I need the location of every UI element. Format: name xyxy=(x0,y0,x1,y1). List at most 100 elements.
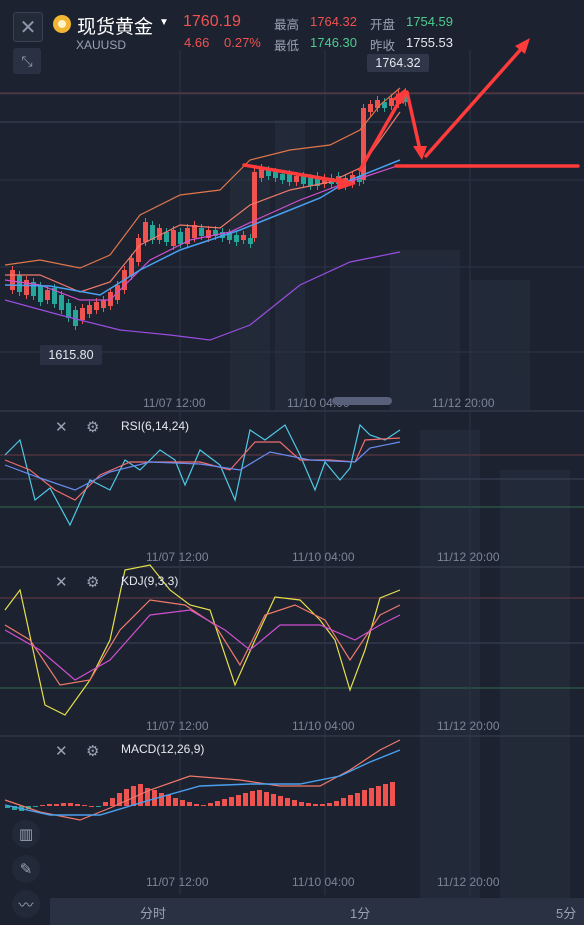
price-change-percent: 0.27% xyxy=(224,35,261,50)
candle-body xyxy=(389,98,394,106)
rsi-close-button[interactable]: ✕ xyxy=(55,418,68,436)
rsi24-line xyxy=(4,441,401,491)
main-indicator-lines xyxy=(4,87,401,341)
candle-body xyxy=(199,228,204,236)
macd-bar xyxy=(369,788,374,806)
macd-bar xyxy=(68,803,73,806)
candle-body xyxy=(375,100,380,108)
macd-bar xyxy=(376,786,381,806)
time-tick: 11/12 20:00 xyxy=(437,719,500,733)
time-tick: 11/07 12:00 xyxy=(146,875,209,889)
macd-bar xyxy=(159,793,164,806)
candle-body xyxy=(252,172,257,238)
macd-bar xyxy=(264,792,269,806)
candle-body xyxy=(259,168,264,178)
macd-settings-button[interactable]: ⚙ xyxy=(86,742,99,760)
macd-bar xyxy=(166,795,171,806)
pen-tool-button[interactable]: ✎ xyxy=(12,855,40,883)
candle-body xyxy=(213,230,218,236)
macd-bar xyxy=(12,806,17,810)
macd-bar xyxy=(54,804,59,806)
candle-body xyxy=(301,176,306,184)
price-change: 4.66 xyxy=(184,35,210,50)
bollinger-lower-line xyxy=(4,251,401,341)
candle-body xyxy=(38,286,43,302)
candle-body xyxy=(322,178,327,184)
high-label: 最高 xyxy=(274,18,300,32)
candle-body xyxy=(52,288,57,304)
candle-body xyxy=(178,232,183,244)
candle-body xyxy=(361,108,366,180)
timeframe-tab[interactable]: 分时 xyxy=(140,906,167,921)
candle-body xyxy=(10,270,15,290)
macd-bar xyxy=(222,799,227,806)
rsi-settings-button[interactable]: ⚙ xyxy=(86,418,99,436)
time-tick: 11/12 20:00 xyxy=(437,875,500,889)
macd-bar xyxy=(89,806,94,807)
candle-body xyxy=(403,92,408,102)
time-tick: 11/07 12:00 xyxy=(146,719,209,733)
instrument-title[interactable]: 现货黄金 xyxy=(77,17,154,38)
macd-bar xyxy=(5,806,10,808)
macd-bar xyxy=(152,790,157,806)
max-price-tag: 1764.32 xyxy=(367,54,429,72)
time-tick: 11/10 04:00 xyxy=(292,550,355,564)
macd-bar xyxy=(180,800,185,806)
rsi-lines xyxy=(4,423,401,527)
chevron-down-icon[interactable]: ▼ xyxy=(159,17,169,28)
candle-tool-button[interactable]: ▥ xyxy=(12,820,40,848)
macd-close-button[interactable]: ✕ xyxy=(55,742,68,760)
candle-body xyxy=(294,176,299,182)
gear-icon: ⚙ xyxy=(86,419,100,436)
candle-body xyxy=(150,225,155,240)
timeframe-tab[interactable]: 5分 xyxy=(556,906,577,921)
close-button[interactable]: ✕ xyxy=(13,12,43,42)
candle-body xyxy=(129,258,134,276)
ma-blue-line xyxy=(4,159,401,296)
macd-bar xyxy=(145,788,150,806)
candle-body xyxy=(382,102,387,108)
macd-bar xyxy=(236,795,241,806)
candle-body xyxy=(24,280,29,295)
time-tick: 11/10 04:00 xyxy=(292,875,355,889)
low-label: 最低 xyxy=(274,39,300,53)
annotation-line xyxy=(358,98,402,172)
annotation-line xyxy=(242,163,352,185)
macd-bar xyxy=(117,793,122,806)
collapse-button[interactable]: ⤡ xyxy=(13,48,41,74)
prev-close-value: 1755.53 xyxy=(406,35,453,50)
drawn-annotation[interactable] xyxy=(242,38,580,190)
candle-body xyxy=(185,228,190,244)
candle-body xyxy=(368,104,373,112)
candle-body xyxy=(59,295,64,310)
candle-body xyxy=(280,174,285,180)
candlestick-icon: ▥ xyxy=(18,826,34,843)
open-value: 1754.59 xyxy=(406,14,453,29)
candle-body xyxy=(171,230,176,246)
min-price-tag: 1615.80 xyxy=(40,345,102,365)
open-label: 开盘 xyxy=(370,18,396,32)
macd-bar xyxy=(327,803,332,806)
candle-body xyxy=(80,308,85,320)
kdj-settings-button[interactable]: ⚙ xyxy=(86,573,99,591)
timeframe-bar xyxy=(50,898,584,925)
candle-body xyxy=(266,170,271,176)
macd-bar xyxy=(306,803,311,806)
macd-bar xyxy=(208,803,213,806)
candle-body xyxy=(241,235,246,240)
macd-bar xyxy=(320,804,325,806)
macd-bar xyxy=(313,804,318,806)
kdj-close-button[interactable]: ✕ xyxy=(55,573,68,591)
macd-bar xyxy=(292,800,297,806)
candle-body xyxy=(17,275,22,292)
macd-bar xyxy=(299,802,304,806)
macd-bar xyxy=(82,805,87,806)
candle-body xyxy=(206,230,211,238)
timeframe-tab[interactable]: 1分 xyxy=(350,906,371,921)
macd-bar xyxy=(75,804,80,806)
macd-bar xyxy=(362,790,367,806)
line-tool-button[interactable]: 〰 xyxy=(12,890,40,918)
macd-bar xyxy=(138,784,143,806)
macd-bar xyxy=(250,791,255,806)
